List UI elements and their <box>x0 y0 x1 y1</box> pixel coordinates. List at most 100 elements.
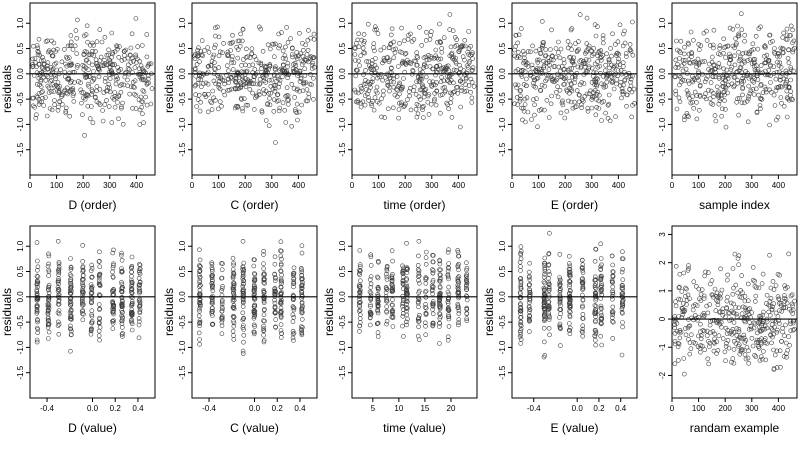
data-point <box>610 290 616 295</box>
data-point <box>790 311 796 316</box>
data-point <box>252 309 257 314</box>
data-point <box>210 288 216 294</box>
data-point <box>742 319 748 325</box>
data-point <box>766 57 772 63</box>
data-point <box>130 295 135 301</box>
data-point <box>742 316 748 321</box>
data-point <box>431 98 437 104</box>
data-point <box>760 70 765 76</box>
data-point <box>681 356 687 361</box>
data-point <box>615 39 621 45</box>
data-point <box>291 338 296 343</box>
data-point <box>120 315 125 321</box>
data-point <box>758 315 764 321</box>
data-point <box>357 316 363 321</box>
data-point <box>685 268 691 273</box>
data-point <box>384 277 390 282</box>
data-point <box>593 319 598 325</box>
data-point <box>252 291 258 296</box>
data-point <box>437 311 443 317</box>
data-point <box>290 46 295 51</box>
data-point <box>726 345 732 351</box>
x-tick-label: 100 <box>692 404 706 413</box>
data-point <box>784 354 789 360</box>
data-point <box>291 279 297 285</box>
data-point <box>630 52 636 58</box>
data-point <box>125 77 130 83</box>
x-axis-label: E (order) <box>551 198 598 212</box>
data-point <box>48 78 53 84</box>
data-point <box>757 103 763 108</box>
points <box>512 12 637 129</box>
data-point <box>455 303 461 309</box>
data-point <box>299 102 305 108</box>
data-point <box>567 272 572 278</box>
data-point <box>111 302 116 308</box>
data-point <box>739 311 745 317</box>
data-point <box>592 77 598 82</box>
data-point <box>758 96 763 102</box>
data-point <box>284 85 290 90</box>
data-point <box>539 82 545 88</box>
y-tick-label: 0.0 <box>178 68 187 80</box>
data-point <box>686 81 692 86</box>
data-point <box>574 49 580 54</box>
data-point <box>526 275 532 280</box>
data-point <box>558 68 563 74</box>
data-point <box>133 106 139 111</box>
data-point <box>414 50 420 56</box>
data-point <box>231 273 236 279</box>
data-point <box>420 105 425 110</box>
y-tick-label: -0.5 <box>658 92 667 106</box>
data-point <box>439 46 444 51</box>
data-point <box>751 60 757 66</box>
data-point <box>379 96 384 101</box>
data-point <box>720 80 726 86</box>
data-point <box>419 43 425 48</box>
data-point <box>209 260 214 266</box>
data-point <box>530 80 536 86</box>
data-point <box>261 75 267 80</box>
data-point <box>368 311 373 317</box>
data-point <box>775 59 780 65</box>
data-point <box>541 314 547 319</box>
data-point <box>456 320 461 326</box>
data-point <box>35 303 40 309</box>
x-tick-label: 400 <box>130 181 144 190</box>
data-point <box>111 304 116 310</box>
data-point <box>632 101 637 106</box>
y-tick-label: 1.0 <box>178 17 187 29</box>
data-point <box>619 256 625 262</box>
x-axis-label: time (order) <box>383 198 445 212</box>
data-point <box>55 239 61 244</box>
data-point <box>542 260 548 266</box>
data-point <box>366 98 371 103</box>
data-point <box>629 89 635 95</box>
data-point <box>32 56 38 61</box>
data-point <box>780 329 785 335</box>
data-point <box>97 315 102 321</box>
data-point <box>309 63 315 68</box>
data-point <box>721 89 727 95</box>
data-point <box>580 312 586 317</box>
data-point <box>518 337 524 342</box>
x-axis-label: randam example <box>690 421 780 435</box>
data-point <box>527 282 532 287</box>
data-point <box>761 309 766 315</box>
data-point <box>618 80 624 85</box>
data-point <box>240 276 246 281</box>
data-point <box>285 40 291 45</box>
data-point <box>203 94 209 100</box>
plot-frame <box>29 2 156 176</box>
data-point <box>601 84 607 90</box>
data-point <box>269 77 275 83</box>
data-point <box>754 110 760 115</box>
data-point <box>593 331 599 337</box>
data-point <box>784 32 790 38</box>
data-point <box>100 63 105 68</box>
data-point <box>754 339 759 345</box>
data-point <box>420 82 425 88</box>
data-point <box>239 63 244 68</box>
data-point <box>567 305 573 310</box>
data-point <box>404 306 409 312</box>
